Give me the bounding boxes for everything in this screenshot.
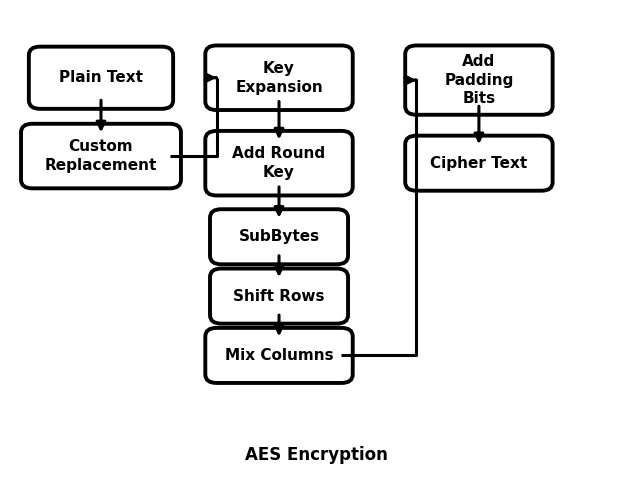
FancyBboxPatch shape xyxy=(405,45,553,115)
Text: Plain Text: Plain Text xyxy=(59,70,143,85)
Text: Add Round
Key: Add Round Key xyxy=(232,146,325,180)
Text: Key
Expansion: Key Expansion xyxy=(235,61,323,95)
Text: Shift Rows: Shift Rows xyxy=(234,288,325,304)
FancyBboxPatch shape xyxy=(405,136,553,191)
FancyBboxPatch shape xyxy=(21,124,181,188)
FancyBboxPatch shape xyxy=(210,209,348,264)
FancyBboxPatch shape xyxy=(210,269,348,324)
Text: AES Encryption: AES Encryption xyxy=(245,446,388,464)
FancyBboxPatch shape xyxy=(205,131,353,196)
FancyBboxPatch shape xyxy=(205,45,353,110)
Text: Cipher Text: Cipher Text xyxy=(430,156,527,170)
Text: SubBytes: SubBytes xyxy=(239,229,320,244)
Text: Custom
Replacement: Custom Replacement xyxy=(45,139,157,173)
Text: Add
Padding
Bits: Add Padding Bits xyxy=(444,54,513,106)
FancyBboxPatch shape xyxy=(205,328,353,383)
FancyBboxPatch shape xyxy=(29,47,173,109)
Text: Mix Columns: Mix Columns xyxy=(225,348,334,363)
